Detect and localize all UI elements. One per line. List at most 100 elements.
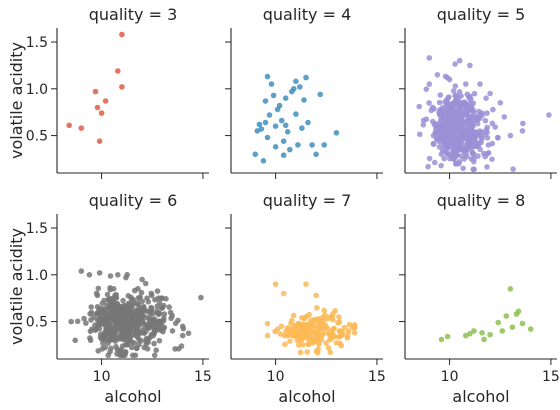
data-point (487, 90, 493, 97)
data-point (322, 312, 328, 318)
data-point (434, 72, 441, 78)
data-point (458, 153, 465, 159)
data-point (471, 158, 477, 165)
data-point (484, 135, 491, 141)
data-point (321, 142, 328, 148)
data-point (515, 308, 522, 315)
data-point (133, 345, 140, 352)
data-point (463, 81, 469, 87)
data-point (163, 296, 169, 302)
data-point (306, 311, 312, 318)
data-point (116, 315, 123, 321)
data-point (452, 83, 459, 89)
data-point (131, 340, 137, 346)
data-point (444, 333, 451, 340)
data-point (456, 57, 463, 64)
data-point (119, 31, 125, 38)
data-point (296, 321, 302, 327)
data-point (256, 121, 263, 128)
data-point (314, 349, 321, 356)
data-point (457, 141, 463, 147)
data-point (331, 325, 337, 332)
data-point (124, 341, 131, 348)
facet-panel: quality = 6 0.5 1.0 1.5 10 15 (26, 191, 212, 385)
data-point (264, 332, 271, 339)
data-point (321, 324, 328, 331)
data-point (120, 297, 126, 304)
x-tick-label: 10 (441, 369, 459, 385)
data-point (444, 114, 451, 121)
data-point (303, 74, 309, 81)
data-point (482, 117, 489, 124)
data-point (266, 112, 273, 118)
data-point (336, 314, 342, 320)
x-tick-label: 10 (267, 369, 285, 385)
data-point (276, 102, 283, 109)
data-point (315, 320, 322, 326)
data-point (295, 142, 301, 148)
data-point (314, 305, 320, 311)
data-point (107, 273, 114, 279)
data-point (450, 88, 457, 94)
data-point (66, 122, 72, 129)
panel-title: quality = 5 (437, 5, 526, 24)
data-point (272, 281, 279, 288)
data-point (467, 93, 473, 100)
data-point (198, 294, 204, 301)
data-point (327, 349, 334, 356)
data-point (450, 116, 457, 122)
data-point (447, 131, 454, 138)
data-point (78, 125, 85, 131)
data-point (143, 338, 149, 344)
data-point (98, 110, 105, 116)
data-point (474, 117, 481, 123)
data-point (139, 276, 145, 283)
data-point (425, 163, 431, 170)
data-point (416, 131, 423, 138)
x-tick-label: 10 (93, 369, 111, 385)
data-point (148, 308, 154, 314)
data-point (436, 138, 442, 145)
data-point (272, 144, 279, 150)
data-point (436, 111, 443, 118)
data-point (436, 99, 443, 106)
data-point (336, 319, 343, 325)
data-point (96, 138, 103, 144)
data-point (420, 122, 427, 128)
data-point (499, 328, 506, 334)
y-tick-label: 1.0 (26, 268, 48, 284)
data-point (520, 120, 526, 127)
data-point (453, 161, 459, 167)
data-point (301, 325, 307, 332)
data-point (299, 315, 305, 321)
data-point (497, 100, 504, 106)
data-point (441, 148, 448, 154)
data-point (274, 326, 281, 333)
data-point (123, 326, 129, 332)
data-point (461, 122, 467, 129)
data-point (456, 89, 463, 95)
data-point (519, 128, 526, 134)
data-point (139, 298, 145, 305)
data-point (111, 336, 117, 342)
data-point (282, 95, 289, 101)
data-point (284, 129, 291, 135)
data-point (478, 135, 485, 142)
data-point (315, 324, 321, 331)
data-point (264, 73, 271, 80)
data-point (135, 295, 142, 301)
data-point (252, 151, 259, 158)
data-point (467, 62, 473, 69)
data-point (151, 352, 158, 359)
data-point (81, 315, 87, 322)
data-point (338, 342, 345, 349)
data-point (135, 285, 141, 292)
y-tick-label: 1.5 (26, 35, 48, 51)
data-point (92, 88, 99, 95)
data-point (437, 131, 444, 137)
data-point (285, 325, 291, 332)
data-point (436, 144, 443, 150)
data-point (476, 140, 482, 146)
data-point (167, 309, 174, 316)
data-point (127, 321, 134, 327)
